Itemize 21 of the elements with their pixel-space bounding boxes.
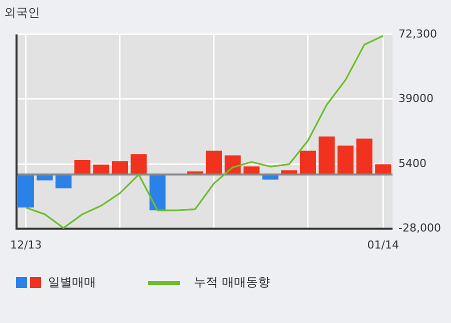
bar [318,136,335,175]
bar [338,146,354,175]
chart-title: 외국인 [4,5,40,20]
y-tick-label: -28,000 [398,222,442,235]
bar [18,174,34,208]
bar [356,138,372,175]
y-tick-label: 39000 [398,92,434,105]
bar [74,160,90,175]
legend-label: 누적 매매동향 [194,274,270,291]
bar [130,154,147,175]
legend-label: 일별매매 [48,274,96,291]
y-tick-label: 72,300 [398,27,438,40]
x-tick-label: 01/14 [367,238,399,252]
bar [150,174,166,210]
bar [93,164,110,175]
bar [112,161,128,175]
bar [300,150,316,175]
y-tick-label: 5400 [398,156,427,170]
bar [206,150,222,175]
bar [56,174,72,188]
x-tick-label: 12/13 [10,238,42,252]
